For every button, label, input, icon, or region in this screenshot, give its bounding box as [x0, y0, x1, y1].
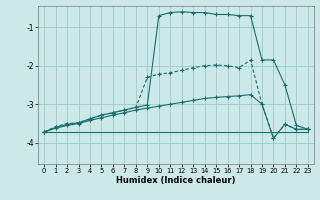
X-axis label: Humidex (Indice chaleur): Humidex (Indice chaleur)	[116, 176, 236, 185]
